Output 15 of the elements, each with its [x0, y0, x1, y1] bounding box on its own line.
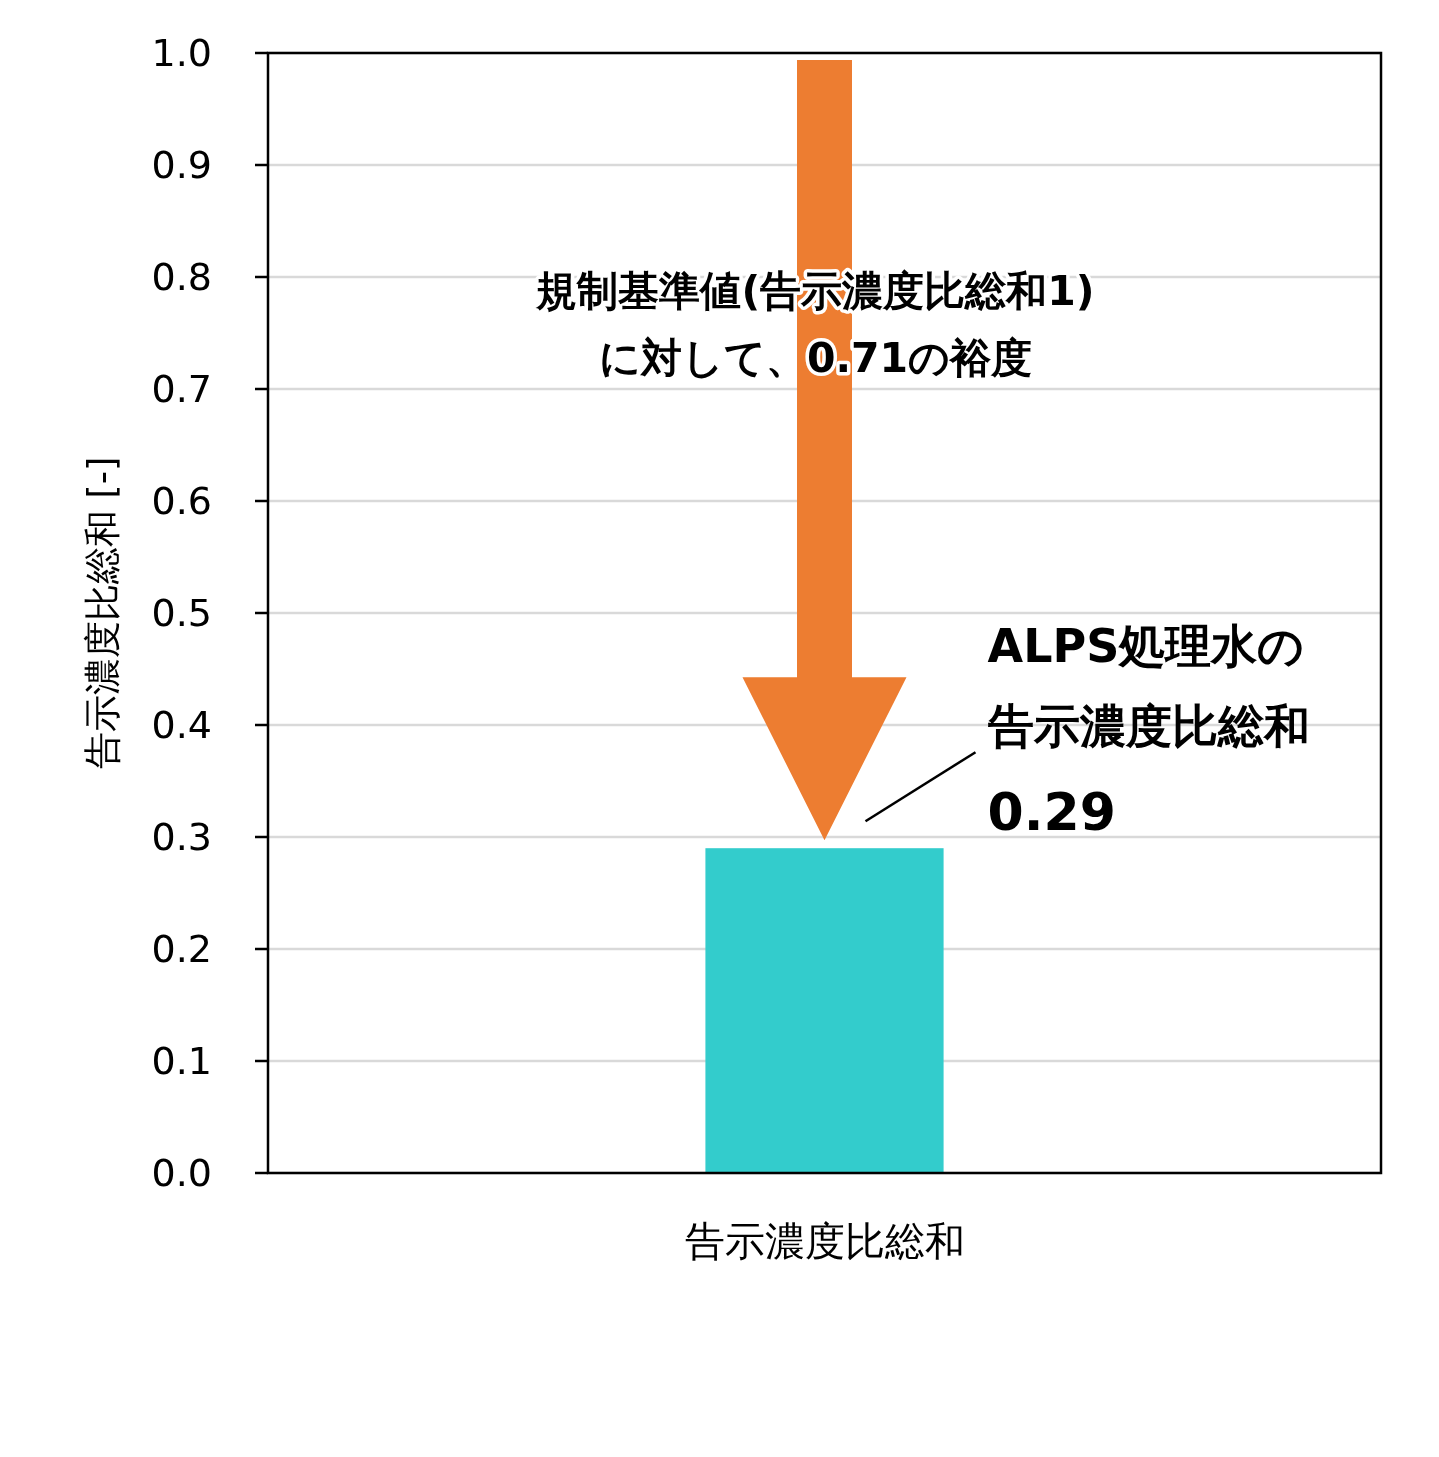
y-tick-label: 0.2: [151, 927, 212, 971]
y-tick-label: 1.0: [151, 31, 212, 75]
y-tick-label: 0.5: [151, 591, 212, 635]
y-tick-label: 0.0: [151, 1151, 212, 1195]
y-tick-label: 0.4: [151, 703, 212, 747]
y-tick-label: 0.1: [151, 1039, 212, 1083]
annotation: ALPS処理水の告示濃度比総和: [986, 619, 1310, 754]
y-tick-label: 0.3: [151, 815, 212, 859]
y-tick-label: 0.9: [151, 143, 212, 187]
annotation: 0.29: [987, 782, 1116, 843]
y-tick-label: 0.7: [151, 367, 212, 411]
y-axis-title: 告示濃度比総和 [-]: [80, 456, 124, 770]
y-tick-label: 0.8: [151, 255, 212, 299]
x-tick-label: 告示濃度比総和: [684, 1218, 965, 1264]
y-tick-label: 0.6: [151, 479, 212, 523]
